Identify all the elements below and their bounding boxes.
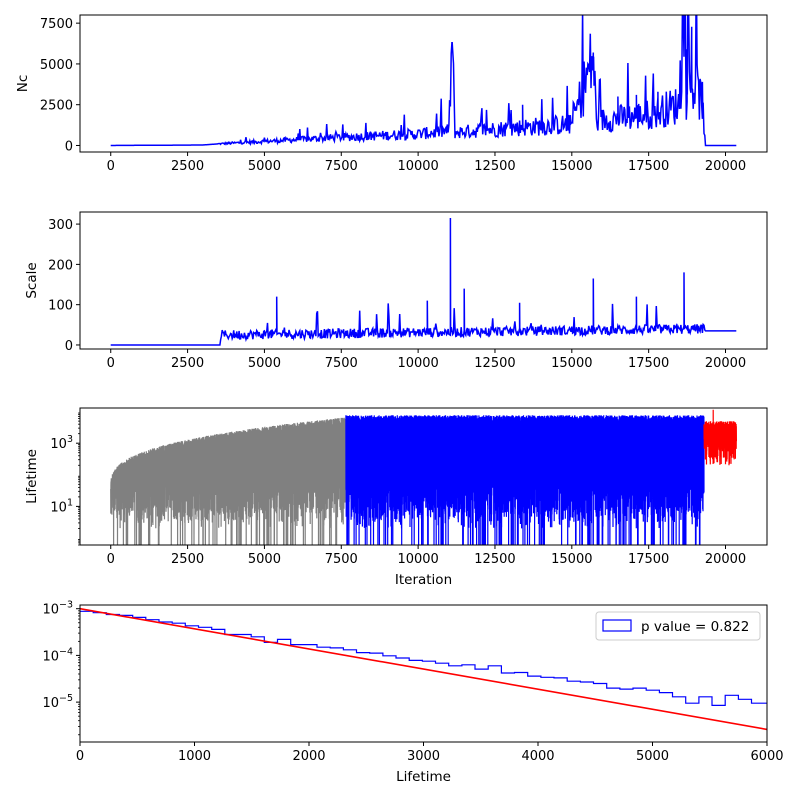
y-axis-label: Scale xyxy=(24,262,40,298)
x-tick-label: 0 xyxy=(76,749,84,764)
y-tick-label: 200 xyxy=(48,258,73,273)
x-tick-label: 5000 xyxy=(248,356,281,371)
panel-scale: 0 2500 5000 7500 10000 12500 15000 17500 20000 0 1… xyxy=(24,211,768,371)
x-tick-label: 5000 xyxy=(636,749,669,764)
x-tick-label: 7500 xyxy=(325,552,358,567)
y-tick-label: 10−4 xyxy=(42,646,73,664)
fit-line xyxy=(80,607,767,731)
x-tick-label: 5000 xyxy=(248,552,281,567)
x-tick-label: 4000 xyxy=(521,749,554,764)
x-axis-label: Iteration xyxy=(395,572,452,588)
x-tick-label: 2500 xyxy=(171,159,204,174)
y-tick-label: 10−3 xyxy=(42,600,73,618)
x-tick-label: 3000 xyxy=(407,749,440,764)
panel-lifetime-histogram: 0 1000 2000 3000 4000 5000 6000 10−5 10−4 10−3 Lif… xyxy=(42,600,783,785)
x-tick-label: 7500 xyxy=(325,356,358,371)
lifetime-trace xyxy=(703,409,737,466)
x-tick-label: 2000 xyxy=(292,749,325,764)
x-tick-label: 17500 xyxy=(628,356,669,371)
x-tick-label: 0 xyxy=(107,356,115,371)
panel-nc: 0 2500 5000 7500 10000 12500 15000 17500 20000 0 2… xyxy=(15,14,768,174)
y-axis-label: Lifetime xyxy=(24,449,40,504)
x-tick-label: 10000 xyxy=(397,552,438,567)
y-tick-label: 10−5 xyxy=(42,693,73,711)
y-tick-label: 0 xyxy=(65,139,73,154)
lifetime-trace xyxy=(110,417,347,545)
x-tick-label: 12500 xyxy=(474,159,515,174)
y-tick-label: 7500 xyxy=(40,17,73,32)
x-tick-label: 12500 xyxy=(474,356,515,371)
y-axis-label: Nc xyxy=(15,75,31,93)
y-tick-label: 300 xyxy=(48,218,73,233)
x-tick-label: 2500 xyxy=(171,552,204,567)
x-tick-label: 6000 xyxy=(750,749,783,764)
plot-frame xyxy=(79,14,768,153)
x-tick-label: 20000 xyxy=(705,356,746,371)
y-tick-label: 0 xyxy=(65,339,73,354)
panel-lifetime: 0 2500 5000 7500 10000 12500 15000 17500 20000 10… xyxy=(24,407,768,588)
series-line xyxy=(110,217,737,346)
x-tick-label: 10000 xyxy=(397,356,438,371)
x-tick-label: 2500 xyxy=(171,356,204,371)
y-tick-label: 101 xyxy=(50,497,73,515)
x-tick-label: 1000 xyxy=(178,749,211,764)
x-tick-label: 15000 xyxy=(551,159,592,174)
y-tick-label: 100 xyxy=(48,299,73,314)
x-tick-label: 17500 xyxy=(628,159,669,174)
x-tick-label: 20000 xyxy=(705,552,746,567)
y-tick-label: 2500 xyxy=(40,99,73,114)
x-tick-label: 17500 xyxy=(628,552,669,567)
x-tick-label: 0 xyxy=(107,159,115,174)
x-tick-label: 10000 xyxy=(397,159,438,174)
x-tick-label: 7500 xyxy=(325,159,358,174)
x-tick-label: 12500 xyxy=(474,552,515,567)
legend-label: p value = 0.822 xyxy=(641,619,749,635)
x-tick-label: 20000 xyxy=(705,159,746,174)
plot-frame xyxy=(79,211,768,350)
legend-frame xyxy=(595,611,761,641)
legend-swatch xyxy=(602,619,632,632)
x-tick-label: 5000 xyxy=(248,159,281,174)
histogram-steps xyxy=(80,610,767,739)
series-line xyxy=(110,15,737,147)
y-tick-label: 103 xyxy=(50,434,73,452)
x-tick-label: 15000 xyxy=(551,552,592,567)
x-tick-label: 0 xyxy=(107,552,115,567)
x-tick-label: 15000 xyxy=(551,356,592,371)
x-axis-label: Lifetime xyxy=(396,769,451,785)
lifetime-trace xyxy=(345,415,705,545)
legend: p value = 0.822 xyxy=(595,611,761,641)
y-tick-label: 5000 xyxy=(40,58,73,73)
